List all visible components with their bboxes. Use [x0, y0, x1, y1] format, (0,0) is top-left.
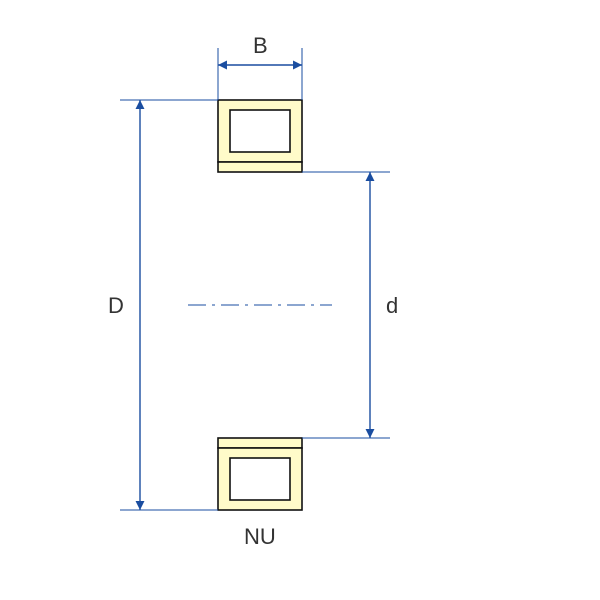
inner-ring-top: [218, 162, 302, 172]
roller-top: [230, 110, 290, 152]
bearing-diagram: B D d NU: [0, 0, 600, 600]
dim-label-D: D: [108, 293, 124, 319]
roller-bottom: [230, 458, 290, 500]
bearing-type-label: NU: [244, 524, 276, 550]
dim-label-d: d: [386, 293, 398, 319]
inner-ring-bottom: [218, 438, 302, 448]
diagram-canvas: [0, 0, 600, 600]
dim-label-B: B: [253, 33, 268, 59]
